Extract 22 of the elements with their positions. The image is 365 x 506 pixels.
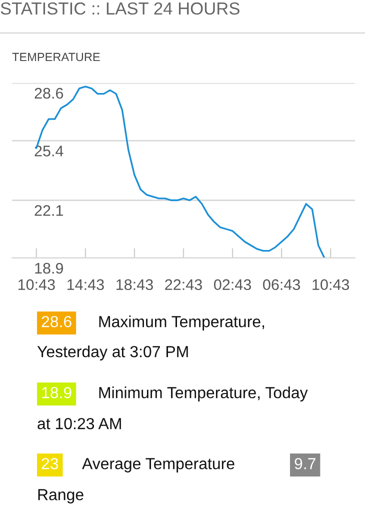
y-tick-label: 28.6	[34, 88, 64, 99]
chart-subtitle: TEMPERATURE	[12, 52, 100, 62]
text: Yesterday at 3:07 PM	[37, 346, 188, 360]
y-tick-label: 18.9	[35, 262, 64, 274]
y-tick-label: 22.1	[34, 205, 63, 216]
text: Maximum Temperature,	[99, 316, 264, 330]
x-tick-label: 18:43	[116, 279, 153, 290]
y-tick-label: 25.4	[34, 146, 64, 156]
x-tick-label: 02:43	[214, 279, 251, 290]
text: Average Temperature	[82, 458, 234, 472]
x-tick-label: 10:43	[18, 279, 55, 290]
text: Range	[38, 489, 84, 504]
text: 18.9	[42, 386, 72, 398]
x-tick-label: 14:43	[67, 279, 104, 290]
x-tick-label: 22:43	[165, 279, 202, 290]
text: Minimum Temperature, Today	[99, 386, 308, 402]
x-tick-label: 10:43	[312, 279, 350, 290]
x-tick-label: 06:43	[263, 279, 300, 290]
chart-title: STATISTIC :: LAST 24 HOURS	[0, 2, 240, 15]
text: 23	[42, 458, 58, 470]
text: at 10:23 AM	[38, 418, 121, 430]
text: 9.7	[294, 458, 316, 470]
